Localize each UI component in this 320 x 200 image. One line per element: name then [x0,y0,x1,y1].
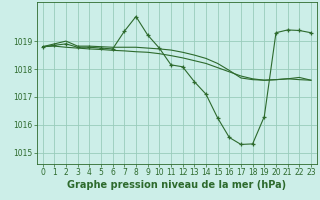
X-axis label: Graphe pression niveau de la mer (hPa): Graphe pression niveau de la mer (hPa) [67,180,286,190]
